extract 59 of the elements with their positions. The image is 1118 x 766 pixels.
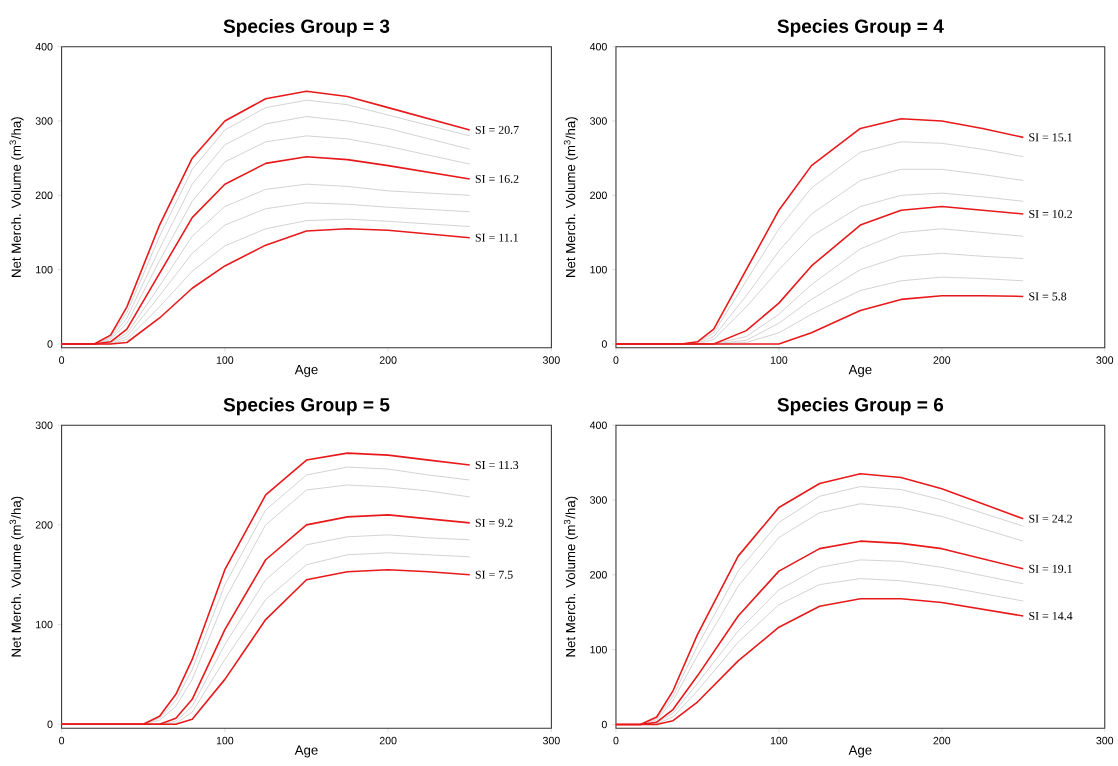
- chart-title: Species Group = 3: [223, 18, 390, 37]
- y-tick-label: 400: [35, 42, 53, 51]
- x-tick-label: 200: [933, 356, 951, 364]
- chart-title: Species Group = 4: [777, 18, 944, 37]
- x-tick-label: 0: [613, 736, 619, 745]
- y-tick-label: 400: [589, 421, 607, 429]
- series-label: SI = 9.2: [475, 518, 513, 527]
- x-tick-label: 100: [770, 356, 788, 364]
- x-tick-label: 300: [1096, 736, 1114, 745]
- x-tick-label: 200: [379, 356, 397, 364]
- x-axis-title: Age: [294, 365, 318, 377]
- chart-title: Species Group = 5: [223, 397, 390, 416]
- series-label: SI = 15.1: [1029, 133, 1072, 142]
- y-tick-label: 100: [590, 265, 607, 274]
- y-tick-label: 0: [47, 340, 53, 348]
- y-tick-label: 0: [47, 720, 53, 728]
- y-tick-label: 300: [590, 496, 607, 504]
- x-tick-label: 100: [216, 736, 234, 745]
- y-tick-label: 300: [590, 117, 607, 125]
- y-tick-label: 200: [590, 191, 607, 200]
- y-tick-label: 100: [590, 645, 607, 654]
- x-tick-label: 200: [933, 736, 951, 745]
- x-axis-title: Age: [294, 745, 318, 758]
- y-tick-label: 0: [601, 720, 607, 729]
- y-axis-title: Net Merch. Volume (m$^{3}$/ha): [9, 496, 24, 657]
- y-tick-label: 200: [35, 191, 53, 200]
- y-tick-label: 200: [35, 521, 53, 529]
- x-tick-label: 0: [59, 736, 65, 745]
- series-label: SI = 24.2: [1029, 514, 1072, 523]
- y-axis-title: Net Merch. Volume (m$^{3}$/ha): [563, 496, 578, 657]
- y-tick-label: 400: [589, 42, 607, 51]
- x-tick-label: 300: [1096, 356, 1114, 364]
- x-tick-label: 100: [216, 356, 234, 364]
- series-label: SI = 5.8: [1029, 292, 1067, 301]
- x-axis-title: Age: [848, 745, 872, 758]
- x-tick-label: 300: [542, 736, 560, 745]
- y-tick-label: 300: [35, 421, 53, 429]
- series-label: SI = 19.1: [1029, 564, 1072, 573]
- x-tick-label: 300: [542, 356, 560, 364]
- series-label: SI = 16.2: [475, 174, 519, 184]
- x-tick-label: 0: [59, 356, 65, 364]
- x-tick-label: 200: [379, 736, 397, 745]
- series-label: SI = 20.7: [475, 125, 519, 134]
- series-label: SI = 10.2: [1029, 209, 1072, 218]
- chart-title: Species Group = 6: [777, 397, 944, 416]
- x-axis-title: Age: [848, 365, 872, 377]
- series-label: SI = 14.4: [1029, 611, 1073, 621]
- y-axis-title: Net Merch. Volume (m$^{3}$/ha): [9, 117, 24, 277]
- y-tick-label: 100: [36, 620, 53, 629]
- y-axis-title: Net Merch. Volume (m$^{3}$/ha): [563, 117, 578, 277]
- y-tick-label: 200: [590, 571, 607, 579]
- y-tick-label: 100: [36, 265, 53, 274]
- x-tick-label: 100: [770, 736, 788, 745]
- series-label: SI = 7.5: [475, 570, 513, 579]
- y-tick-label: 300: [35, 117, 53, 125]
- x-tick-label: 0: [613, 356, 619, 364]
- series-label: SI = 11.1: [475, 233, 518, 242]
- series-label: SI = 11.3: [475, 461, 519, 470]
- y-tick-label: 0: [601, 340, 607, 348]
